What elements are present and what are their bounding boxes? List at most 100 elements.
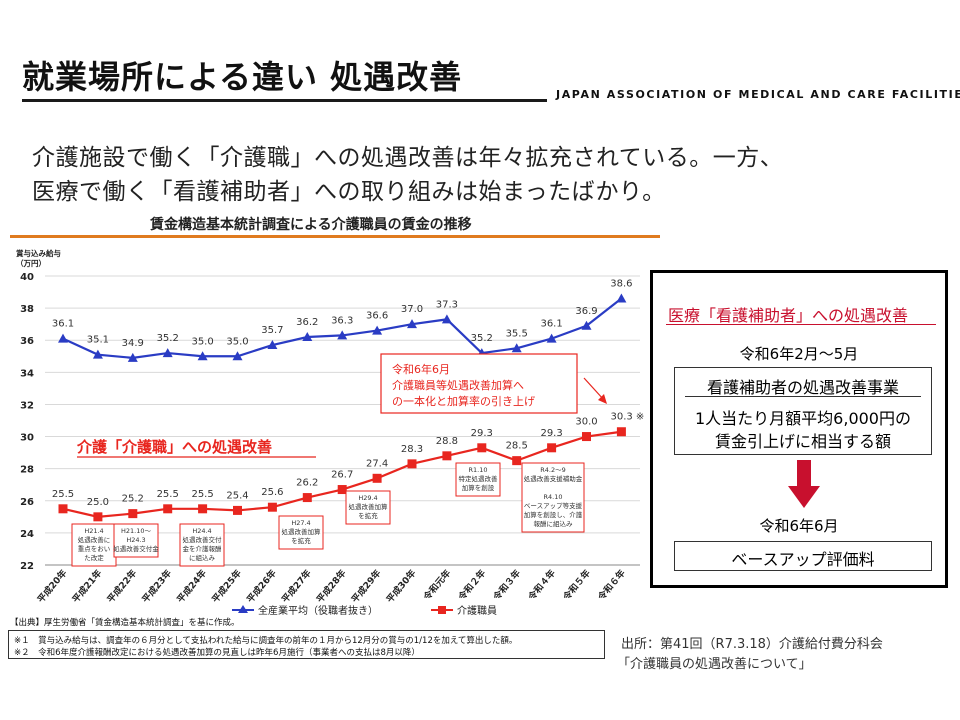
annotation-box (179, 523, 225, 567)
y-axis-label: 賞与込み給与 (16, 248, 61, 258)
chart-title-rule (10, 235, 660, 238)
series-line-1 (62, 297, 623, 359)
annotation-box (278, 515, 324, 550)
data-label: 35.5 (506, 328, 528, 339)
callout-pointer (583, 377, 605, 401)
chart-title: 賃金構造基本統計調査による介護職員の賃金の推移 (150, 217, 472, 233)
organization-name: JAPAN ASSOCIATION OF MEDICAL AND CARE FA… (556, 88, 960, 101)
x-tick-label: 平成23年 (139, 567, 174, 605)
data-point-care-worker (477, 443, 487, 453)
annotation-text: 処遇改善加算 (282, 527, 322, 536)
y-tick-label: 22 (20, 561, 34, 572)
data-label: 28.5 (506, 441, 528, 452)
callout-arrowhead (598, 394, 607, 404)
annotation-text: 重点をおい (78, 545, 111, 553)
y-tick-label: 26 (20, 497, 34, 508)
data-label: 25.5 (191, 489, 213, 500)
annotation-text: 特定処遇改善 (459, 474, 499, 483)
data-label: 25.5 (157, 489, 179, 500)
data-label: 36.2 (296, 317, 318, 328)
chart-source: 【出典】厚生労働省「賃金構造基本統計調査」を基に作成。 (10, 618, 240, 628)
data-point-care-worker (58, 504, 68, 514)
annotation-text: 加算を創設 (462, 483, 495, 492)
callout-line-2: 介護職員等処遇改善加算へ (392, 378, 524, 392)
data-label: 35.0 (226, 336, 248, 347)
note-1: ※１ 賞与込み給与は、調査年の６月分として支払われた給与に調査年の前年の１月から… (14, 636, 518, 646)
citation-line-2: 「介護職員の処遇改善について」 (617, 657, 812, 672)
x-tick-label: 令和元年 (420, 567, 453, 603)
panel-box-subsidy (674, 367, 932, 455)
annotation-text: ベースアップ等支援 (524, 501, 583, 510)
data-label: 35.1 (87, 335, 109, 346)
title-underline (22, 99, 547, 102)
annotation-text: 処遇改善交付金 (113, 544, 159, 553)
data-label: 35.0 (191, 336, 213, 347)
legend-label-all-industry: 全産業平均（役職者抜き） (258, 604, 378, 617)
data-point-all-industry (511, 343, 522, 353)
data-point-all-industry (337, 330, 348, 340)
y-axis-label: （万円） (16, 258, 46, 268)
annotation-text: に組込み (189, 553, 216, 562)
annotation-text: を拡充 (358, 511, 378, 520)
page-title: 就業場所による違い 処遇改善 (22, 58, 463, 96)
annotation-text: H21.10～ (121, 527, 151, 535)
x-tick-label: 令和６年 (595, 567, 628, 603)
data-point-all-industry (581, 320, 592, 330)
y-tick-label: 30 (20, 433, 34, 444)
y-tick-label: 24 (20, 529, 34, 540)
y-tick-label: 34 (20, 368, 34, 379)
annotation-box (71, 523, 117, 567)
data-point-care-worker (512, 456, 522, 466)
annotation-text: H24.4 (192, 527, 211, 535)
callout-box (380, 353, 578, 414)
data-label: 26.2 (296, 478, 318, 489)
panel-box1-title-underline (685, 396, 921, 397)
panel-date-2: 令和6年6月 (759, 517, 839, 535)
data-label: 25.4 (226, 490, 248, 501)
x-tick-label: 平成24年 (174, 567, 209, 605)
data-point-care-worker (163, 504, 173, 514)
data-point-all-industry (127, 352, 138, 362)
annotation-text: を拡充 (291, 536, 311, 545)
annotation-text: H24.3 (126, 536, 145, 544)
annotation-text: R4.2～9 (540, 466, 566, 474)
y-tick-label: 40 (20, 272, 34, 283)
annotation-box (113, 523, 159, 558)
x-tick-label: 平成26年 (244, 567, 279, 605)
intro-line-2: 医療で働く「看護補助者」への取り組みは始まったばかり。 (32, 179, 666, 205)
data-point-care-worker (547, 443, 557, 453)
y-tick-label: 38 (20, 304, 34, 315)
data-point-care-worker (267, 502, 277, 512)
data-point-care-worker (128, 509, 138, 519)
nursing-aide-panel (650, 270, 948, 588)
annotation-text: R4.10 (544, 493, 563, 501)
panel-box-base-up (674, 541, 932, 571)
x-tick-label: 平成21年 (70, 567, 105, 605)
data-point-care-worker (582, 432, 591, 442)
data-label: 38.6 (610, 278, 632, 289)
data-label: 30.0 (575, 417, 597, 428)
y-tick-label: 32 (20, 400, 34, 411)
x-tick-label: 平成28年 (314, 567, 349, 605)
annotation-text: 金を介護報酬 (183, 544, 222, 553)
data-label: 25.6 (261, 487, 283, 498)
notes-box (8, 630, 605, 659)
data-point-all-industry (372, 325, 383, 335)
data-label: 36.6 (366, 311, 388, 322)
wage-chart: 22 24 26 28 30 32 34 36 38 40 賞与込み給与（万円） 平成20年 平成21年… (16, 248, 644, 617)
data-label: 29.3 (540, 428, 562, 439)
annotation-box (521, 462, 585, 533)
x-tick-label: 平成29年 (349, 567, 384, 605)
data-point-all-industry (58, 333, 68, 343)
panel-heading-underline (666, 324, 936, 325)
legend-marker-care-worker (438, 606, 446, 614)
x-tick-label: 平成30年 (384, 567, 419, 605)
y-tick-label: 28 (20, 465, 34, 476)
panel-box1-line-1: 1人当たり月額平均6,000円の (695, 409, 911, 428)
data-point-care-worker (407, 459, 417, 469)
data-point-all-industry (302, 332, 313, 342)
annotation-text: H21.4 (84, 527, 103, 535)
data-point-care-worker (372, 473, 382, 483)
data-label: 37.3 (436, 299, 458, 310)
down-arrow-icon (788, 460, 820, 508)
